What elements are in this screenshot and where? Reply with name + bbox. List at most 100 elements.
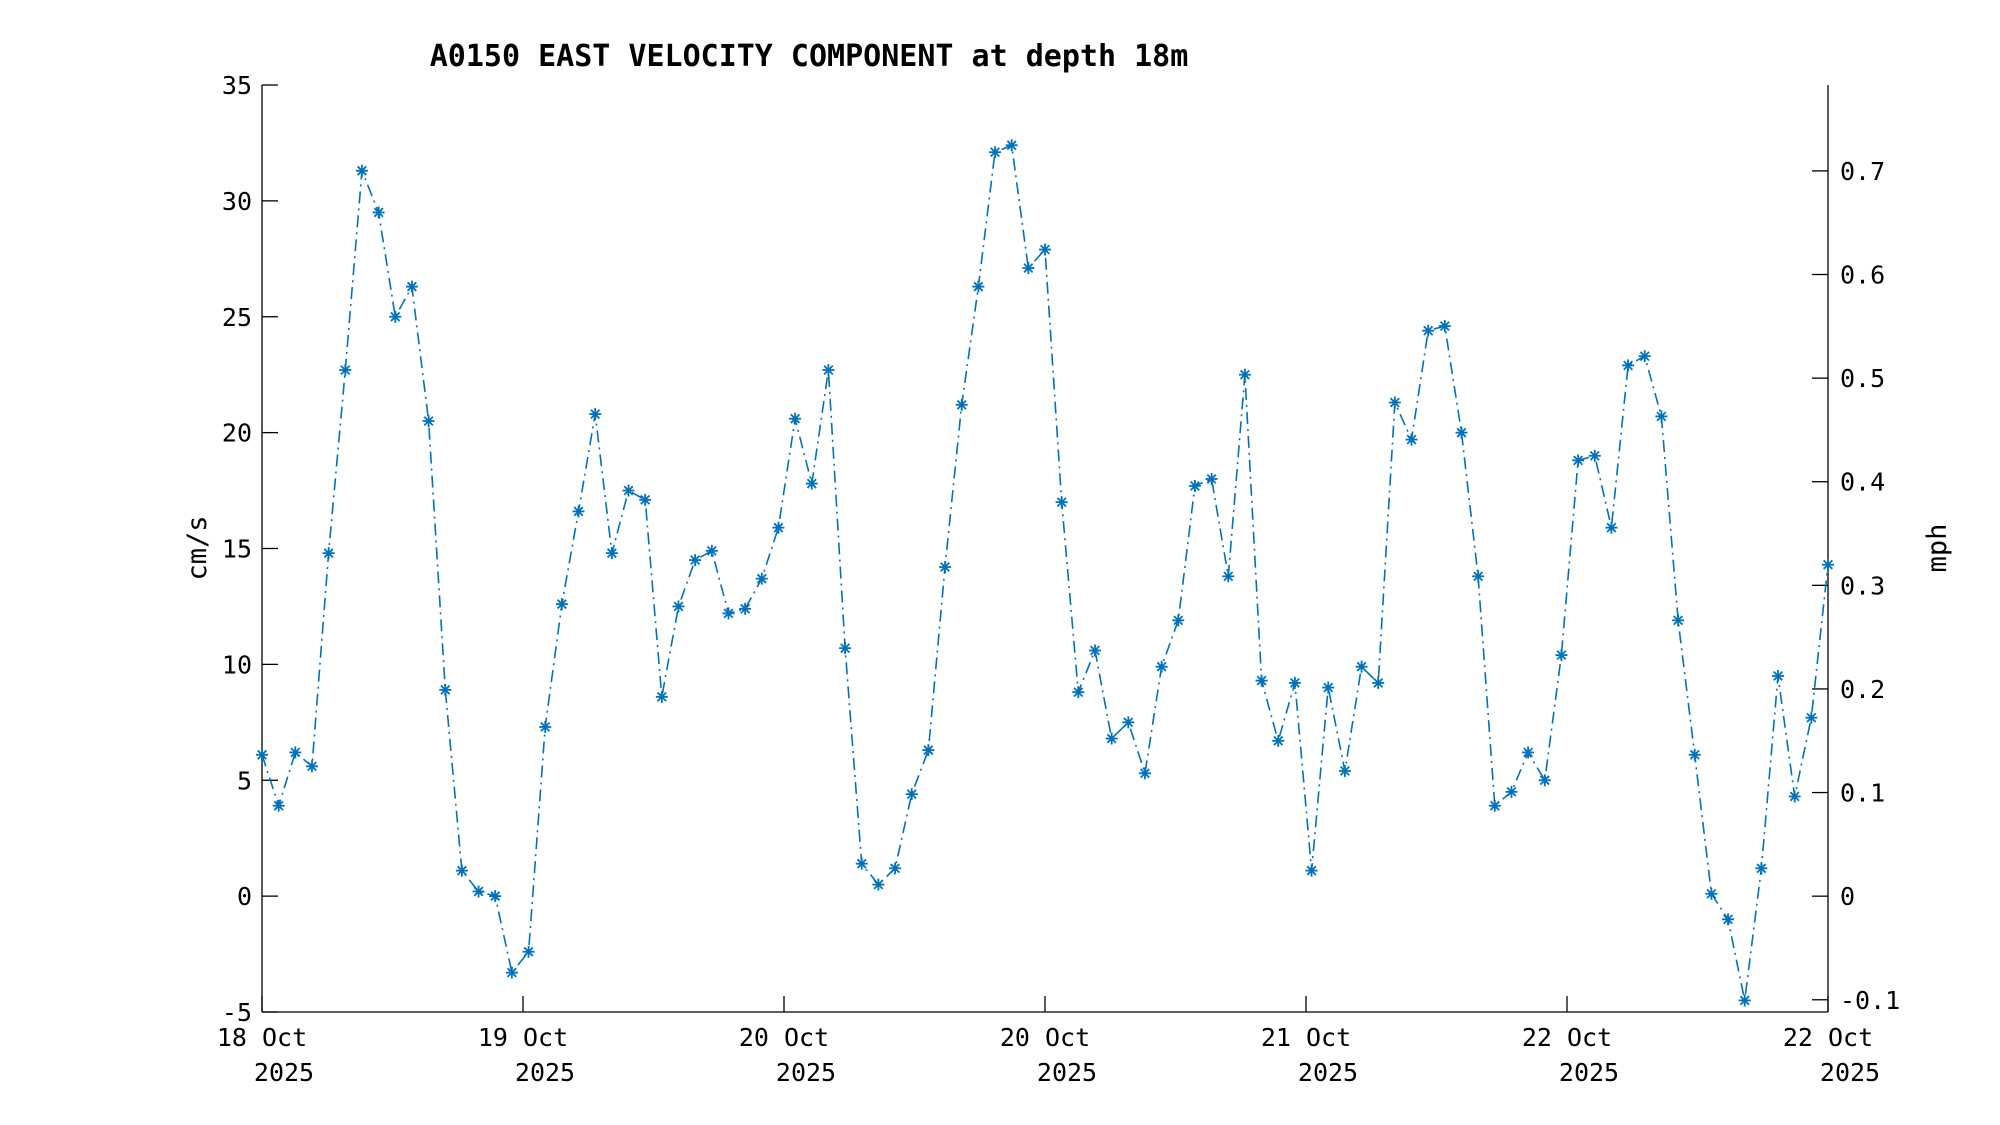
right-tick-label: -0.1 — [1840, 986, 1900, 1015]
data-point — [1505, 785, 1518, 798]
data-point — [1039, 243, 1051, 256]
x-tick-label-day: 19 Oct — [478, 1023, 568, 1052]
right-tick-label: 0.6 — [1840, 261, 1885, 290]
left-tick-label: 35 — [222, 71, 252, 100]
data-point — [1072, 686, 1085, 699]
x-tick-label-year: 2025 — [515, 1058, 575, 1087]
right-tick-label: 0.4 — [1840, 468, 1885, 497]
right-tick-label: 0.5 — [1840, 364, 1885, 393]
data-point — [522, 945, 535, 958]
data-point — [1155, 660, 1168, 673]
data-point — [1655, 410, 1668, 423]
data-point — [1572, 454, 1585, 467]
data-point — [1422, 324, 1435, 337]
x-tick-label-year: 2025 — [1820, 1058, 1880, 1087]
data-point — [555, 598, 568, 611]
data-point — [639, 493, 652, 506]
data-point — [289, 746, 302, 759]
data-point — [739, 602, 752, 615]
data-point — [1788, 790, 1801, 803]
data-point — [422, 415, 435, 428]
data-point — [1688, 748, 1701, 761]
data-point — [322, 547, 335, 560]
left-y-ticks: -5 0 5 10 15 20 25 30 35 — [222, 71, 278, 1027]
data-point — [1755, 862, 1768, 875]
x-tick-label-year: 2025 — [776, 1058, 836, 1087]
data-point — [1772, 669, 1785, 682]
series-line — [261, 144, 1829, 1001]
x-tick-label-day: 22 Oct — [1522, 1023, 1612, 1052]
data-point — [1138, 767, 1151, 780]
data-point — [256, 748, 268, 761]
data-point — [1255, 674, 1268, 687]
data-point — [1622, 359, 1635, 372]
data-point — [1722, 913, 1735, 926]
data-point — [1288, 676, 1301, 689]
y-axis-label-right: mph — [1922, 524, 1953, 573]
series-layer — [256, 139, 1834, 1007]
plot-frame — [261, 85, 1829, 1013]
data-point — [1088, 644, 1101, 657]
data-point — [1605, 521, 1618, 534]
data-point — [672, 600, 685, 613]
data-point — [1338, 764, 1351, 777]
data-point — [922, 744, 935, 757]
x-tick-label-year: 2025 — [1559, 1058, 1619, 1087]
data-point — [455, 864, 468, 877]
data-point — [1488, 799, 1501, 812]
data-point — [1555, 649, 1568, 662]
data-point — [355, 164, 368, 177]
data-point — [1222, 570, 1235, 583]
data-point — [272, 799, 285, 812]
data-point — [1055, 496, 1068, 509]
data-point — [622, 484, 635, 497]
data-point — [1705, 887, 1718, 900]
left-tick-label: 30 — [222, 187, 252, 216]
y-axis-label-left: cm/s — [182, 515, 213, 580]
left-tick-label: 10 — [222, 650, 252, 679]
data-point — [1272, 734, 1285, 747]
x-tick-label-year: 2025 — [254, 1058, 314, 1087]
data-point — [1588, 449, 1601, 462]
x-tick-label-day: 21 Oct — [1261, 1023, 1351, 1052]
data-point — [1322, 681, 1335, 694]
data-point — [889, 862, 902, 875]
data-point — [1022, 262, 1035, 275]
data-point — [1238, 368, 1251, 381]
data-point — [989, 146, 1002, 159]
data-point — [1355, 660, 1368, 673]
data-point — [472, 885, 485, 898]
right-tick-label: 0.3 — [1840, 571, 1885, 600]
data-point — [939, 561, 952, 574]
data-point — [722, 607, 735, 620]
right-tick-label: 0.2 — [1840, 675, 1885, 704]
data-point — [1388, 396, 1401, 409]
data-point — [1822, 558, 1834, 571]
data-point — [1638, 350, 1651, 363]
data-point — [972, 280, 985, 293]
x-tick-label-day: 20 Oct — [739, 1023, 829, 1052]
data-point — [1122, 716, 1135, 729]
data-point — [1455, 426, 1468, 439]
data-point — [1005, 139, 1018, 152]
right-tick-label: 0 — [1840, 882, 1855, 911]
left-tick-label: 20 — [222, 419, 252, 448]
x-tick-label-day: 22 Oct — [1783, 1023, 1873, 1052]
data-point — [1805, 711, 1818, 724]
data-point — [505, 966, 518, 979]
data-point — [339, 364, 352, 377]
right-tick-label: 0.1 — [1840, 779, 1885, 808]
data-point — [605, 547, 618, 560]
data-point — [855, 857, 868, 870]
left-tick-label: 15 — [222, 535, 252, 564]
data-point — [839, 642, 852, 655]
data-point — [805, 477, 818, 490]
data-point — [405, 280, 418, 293]
data-point — [572, 505, 585, 518]
left-tick-label: 5 — [237, 766, 252, 795]
data-point — [1172, 614, 1185, 627]
data-point — [772, 521, 785, 534]
data-point — [1538, 774, 1551, 787]
data-point — [689, 554, 702, 567]
